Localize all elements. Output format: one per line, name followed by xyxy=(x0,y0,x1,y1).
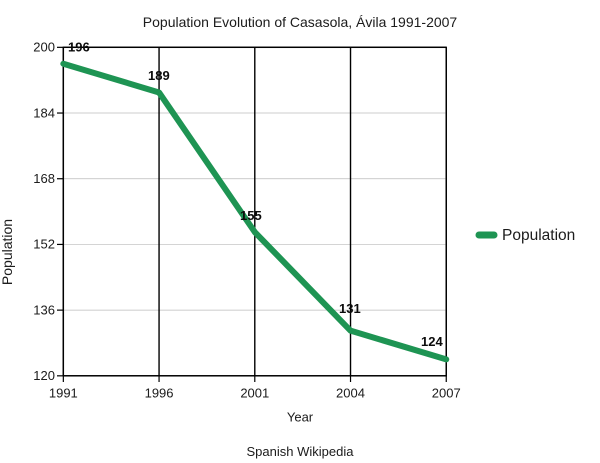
svg-text:Population: Population xyxy=(502,227,575,244)
svg-text:2001: 2001 xyxy=(240,386,269,401)
svg-text:136: 136 xyxy=(33,303,55,318)
svg-text:189: 189 xyxy=(148,68,170,83)
svg-text:2004: 2004 xyxy=(336,386,365,401)
svg-text:Year: Year xyxy=(287,410,314,425)
svg-text:184: 184 xyxy=(33,106,55,121)
svg-text:155: 155 xyxy=(240,208,262,223)
svg-text:1996: 1996 xyxy=(145,386,174,401)
svg-text:124: 124 xyxy=(421,334,443,349)
svg-text:Population: Population xyxy=(0,219,15,285)
svg-text:168: 168 xyxy=(33,171,55,186)
svg-text:131: 131 xyxy=(339,301,361,316)
svg-text:200: 200 xyxy=(33,40,55,55)
svg-text:152: 152 xyxy=(33,237,55,252)
svg-text:120: 120 xyxy=(33,368,55,383)
svg-text:1991: 1991 xyxy=(49,386,78,401)
svg-text:196: 196 xyxy=(68,40,90,55)
svg-text:2007: 2007 xyxy=(432,386,461,401)
